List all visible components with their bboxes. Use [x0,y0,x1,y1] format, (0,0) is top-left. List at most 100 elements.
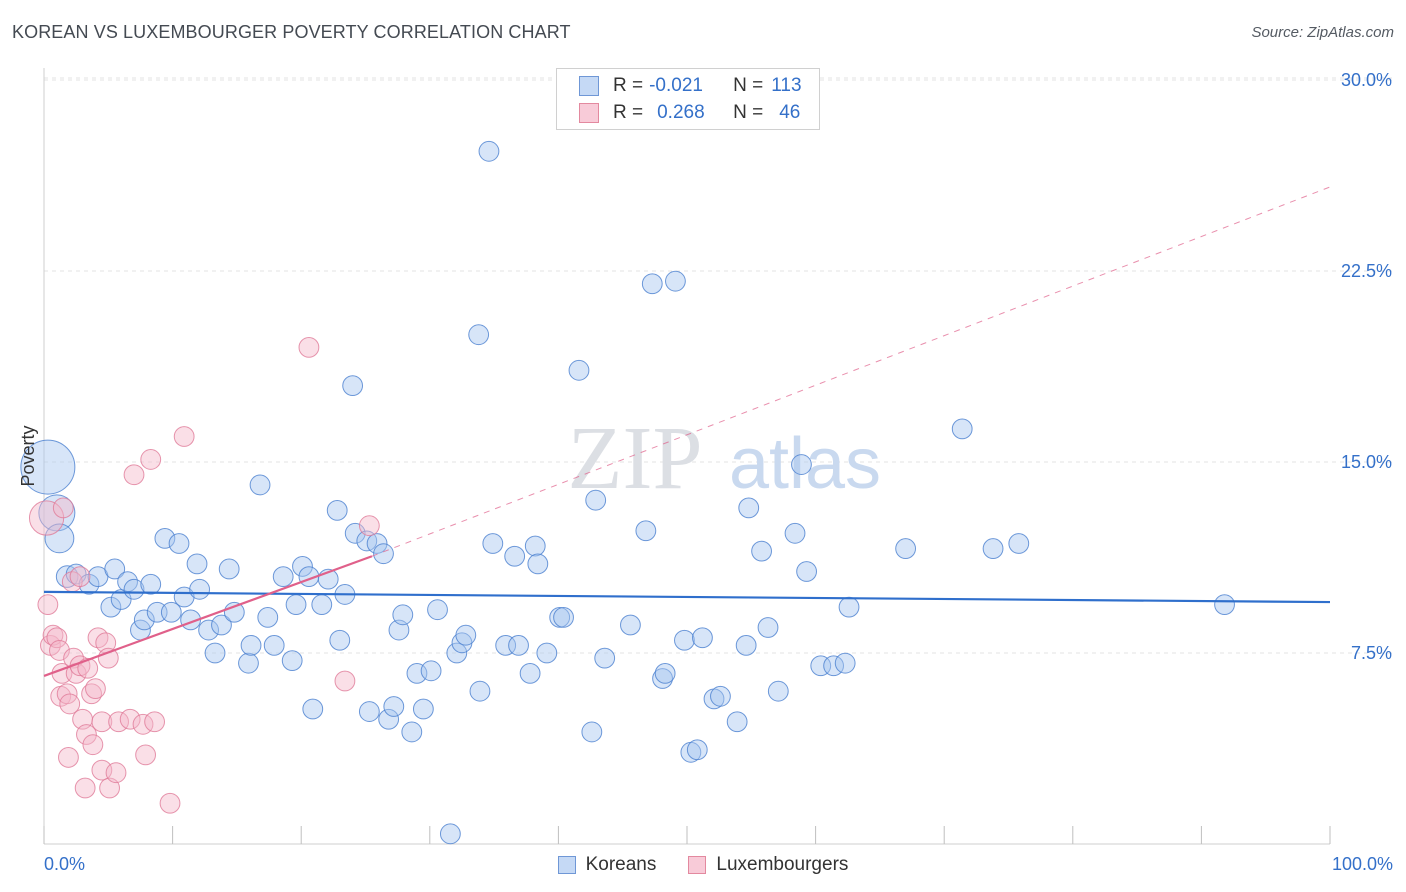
korean-point [133,609,155,631]
stats-swatch-koreans [579,76,599,96]
korean-point [329,629,351,651]
korean-point [654,662,676,684]
korean-point [238,652,259,674]
luxembourger-point [85,678,106,700]
korean-point [373,543,394,565]
korean-point [427,599,448,621]
y-tick-label: 7.5% [1351,643,1392,663]
axis-layer [43,68,1331,845]
korean-point [160,601,182,623]
korean-point [810,655,832,677]
korean-point [1214,594,1235,616]
korean-point [508,634,529,656]
korean-point [356,530,378,552]
korean-point [796,561,817,582]
n-label: N = [733,75,764,96]
luxembourger-point [135,744,156,766]
luxembourger-point [58,747,79,768]
korean-point [585,489,607,511]
legend-item-koreans[interactable]: Koreans [557,854,656,876]
x-tick-label: 0.0% [44,854,85,874]
r-label: R = [613,102,644,123]
n-value-luxembourgers: 46 [779,102,801,123]
korean-point [146,601,168,623]
korean-point [791,454,812,475]
korean-point [455,624,477,646]
korean-trend-line [43,590,1331,604]
korean-point [292,556,313,577]
korean-point [478,140,500,162]
korean-point [378,708,400,730]
y-tick-label: 30.0% [1341,70,1392,90]
legend-item-luxembourgers[interactable]: Luxembourgers [688,854,848,876]
korean-point [468,324,490,346]
korean-point [726,711,748,733]
korean-point [140,573,162,595]
korean-point [838,596,860,618]
korean-point [100,596,122,618]
korean-point [594,647,616,669]
korean-point [311,594,333,616]
korean-point [204,642,226,664]
korean-point [211,614,232,636]
korean-point [44,523,75,554]
luxembourger-point [46,627,68,649]
legend-label-luxembourgers: Luxembourgers [716,854,849,875]
korean-point [751,540,772,562]
korean-point [482,533,504,554]
luxembourger-point [298,337,320,358]
korean-point [581,721,603,743]
luxembourger-point [82,734,104,756]
luxembourger-point [140,449,162,470]
korean-point [665,270,686,292]
luxembourger-point [173,426,195,447]
korean-point [767,680,789,702]
korean-point [469,680,491,702]
luxembourger-point [144,711,165,733]
korean-point [568,359,590,381]
korean-point [263,634,285,656]
korean-point [524,535,546,557]
korean-point [495,634,517,656]
n-label: N = [733,102,764,123]
korean-point [302,698,324,720]
korean-point [383,696,405,717]
korean-point [281,650,303,672]
korean-point [519,662,541,684]
korean-point [326,499,348,521]
luxembourger-point [69,566,91,587]
korean-point [218,558,240,580]
korean-point [692,627,713,649]
korean-point [757,617,779,638]
stats-swatch-luxembourgers [579,103,599,123]
korean-point [895,538,917,559]
korean-point [504,545,526,567]
luxembourger-point [74,777,96,799]
n-value-koreans: 113 [771,75,802,96]
legend-swatch-luxembourgers [688,856,707,874]
luxembourger-point [42,624,64,646]
korean-point [272,566,294,587]
bottom-legend: Koreans Luxembourgers [0,852,1406,878]
korean-point [189,578,211,600]
luxembourger-point [123,464,145,486]
korean-point [20,439,76,495]
korean-point [735,634,757,656]
tick-label-layer: 7.5% 15.0% 22.5% 30.0% 0.0% 100.0% [44,70,1393,874]
points-layer [20,140,1235,845]
korean-point [834,652,856,674]
luxembourger-point [37,594,59,616]
korean-point [240,634,262,656]
luxembourger-point [119,708,141,730]
korean-point [738,497,760,519]
korean-point [412,698,434,720]
r-value-koreans: -0.021 [649,75,703,96]
trend-layer [43,186,1331,677]
chart-title: KOREAN VS LUXEMBOURGER POVERTY CORRELATI… [12,22,571,42]
korean-point [420,660,442,682]
luxembourger-point [59,693,81,715]
korean-point [285,594,307,616]
korean-point [358,701,380,722]
korean-point [553,606,574,628]
